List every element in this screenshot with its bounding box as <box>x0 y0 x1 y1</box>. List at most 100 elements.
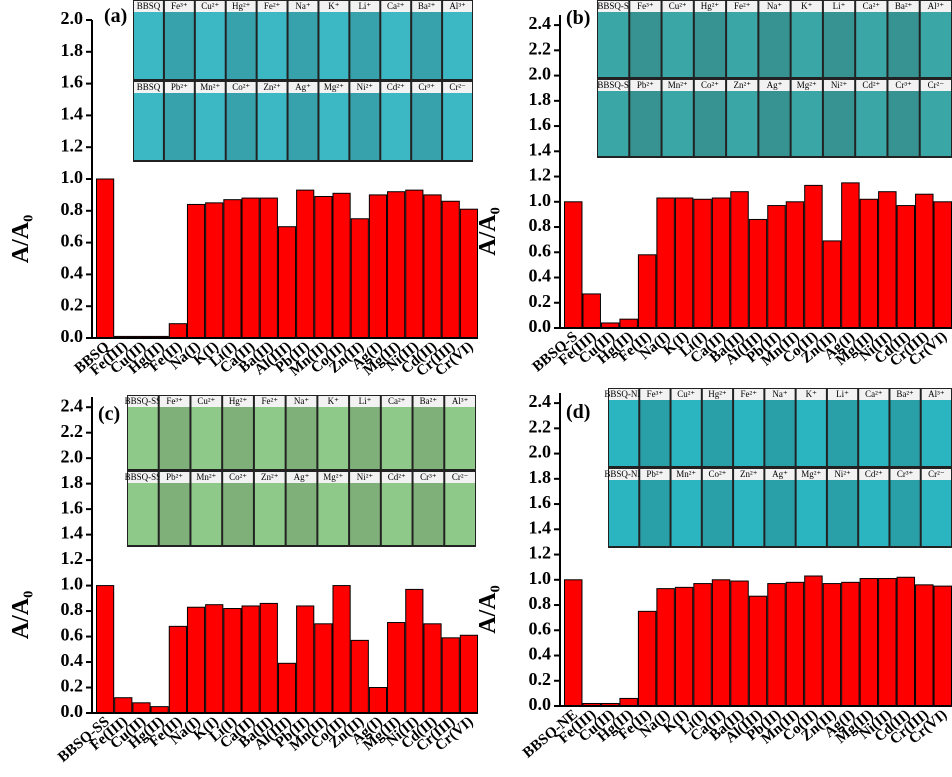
vial-cap <box>164 1 194 12</box>
vial-cap <box>128 472 158 483</box>
panel: BBSQ-SFe(III)Cu(II)Hg(II)Fe(II)Na(I)K(I)… <box>475 0 952 375</box>
bar <box>804 184 823 329</box>
panel-label: (a) <box>104 5 127 27</box>
vial-cap <box>226 82 256 93</box>
inset-label: BBSQ-SS <box>125 396 162 406</box>
inset-label: Cr³⁺ <box>420 472 437 482</box>
vial-cap <box>413 396 444 407</box>
y-tick-label: 0.8 <box>61 199 84 219</box>
panel: BBSQ-NEFe(III)Cu(II)Hg(II)Fe(II)Na(I)K(I… <box>475 388 952 761</box>
vial-cap <box>598 1 629 12</box>
inset-label: Mg²⁺ <box>324 82 344 92</box>
vial-cap <box>859 469 889 480</box>
vial-cap <box>827 389 858 400</box>
y-tick-label: 1.8 <box>529 467 552 487</box>
bar <box>730 191 749 329</box>
vial <box>128 483 158 545</box>
inset-label: Fe²⁺ <box>741 389 758 399</box>
inset-label: Ni²⁺ <box>831 80 848 90</box>
vial <box>319 93 349 160</box>
y-tick-label: 0.8 <box>529 215 552 235</box>
inset-label: Pb²⁺ <box>637 80 654 90</box>
vial <box>443 93 472 160</box>
vial <box>134 12 163 79</box>
inset-label: Na⁺ <box>767 1 782 11</box>
bar <box>859 578 879 707</box>
bar <box>711 579 731 707</box>
bar <box>878 191 897 329</box>
inset-label: Cd²⁺ <box>865 469 883 479</box>
vial-cap <box>413 472 444 483</box>
y-tick-label: 1.2 <box>529 165 552 185</box>
bar <box>804 575 823 707</box>
y-tick-label: 2.4 <box>61 395 84 415</box>
inset-label: Co²⁺ <box>701 80 719 90</box>
inset-label: Ba²⁺ <box>420 396 438 406</box>
bar <box>314 623 333 714</box>
vial-cap <box>671 389 701 400</box>
vial-cap <box>888 80 919 91</box>
bar <box>96 178 115 339</box>
vial <box>128 407 158 469</box>
vial-cap <box>257 1 287 12</box>
bar <box>350 639 369 714</box>
inset-label: Cr²⁻ <box>449 82 466 92</box>
panel: BBSQFe(III)Cu(II)Hg(II)Fe(II)Na(I)K(I)Li… <box>8 0 478 380</box>
bar <box>387 191 406 339</box>
y-tick-label: 1.0 <box>529 190 552 210</box>
vial-cap <box>759 1 790 12</box>
vial-cap <box>856 1 887 12</box>
y-tick-label: 0.4 <box>61 263 84 283</box>
bar <box>241 197 260 339</box>
vial-cap <box>791 80 822 91</box>
inset-label: Pb²⁺ <box>646 469 663 479</box>
inset-label: Cu²⁺ <box>677 389 695 399</box>
inset-label: Ag⁺ <box>294 472 310 482</box>
vial-cap <box>734 389 764 400</box>
inset-label: K⁺ <box>801 1 812 11</box>
vial-cap <box>134 1 163 12</box>
vial <box>443 12 472 79</box>
vial <box>734 480 764 546</box>
inset-label: Al³⁺ <box>449 1 466 11</box>
bar <box>368 687 388 714</box>
vial-cap <box>318 396 349 407</box>
vial <box>859 480 889 546</box>
y-tick-label: 1.4 <box>529 517 552 537</box>
vial <box>856 12 887 77</box>
vial <box>888 91 919 156</box>
vial-cap <box>630 80 661 91</box>
vial <box>823 12 855 77</box>
y-tick-label: 2.4 <box>529 391 552 411</box>
vial <box>412 12 442 79</box>
inset-label: Na⁺ <box>295 1 310 11</box>
inset-label: Cd²⁺ <box>862 80 880 90</box>
vial-cap <box>412 82 442 93</box>
inset-label: Mn²⁺ <box>676 469 696 479</box>
vial <box>412 93 442 160</box>
vial-cap <box>350 396 380 407</box>
vial <box>318 407 349 469</box>
vial-cap <box>134 82 163 93</box>
vial <box>381 12 411 79</box>
inset-label: Zn²⁺ <box>740 469 758 479</box>
y-tick-label: 2.2 <box>529 38 552 58</box>
vial <box>702 400 733 466</box>
bar <box>132 702 151 714</box>
y-tick-label: 0.8 <box>529 593 552 613</box>
vial-cap <box>702 469 733 480</box>
y-tick-label: 0.6 <box>529 618 552 638</box>
vial-cap <box>445 472 475 483</box>
bar <box>423 194 442 339</box>
vial <box>191 407 222 469</box>
y-tick-label: 1.2 <box>61 135 84 155</box>
inset-label: K⁺ <box>806 389 817 399</box>
y-tick-label: 0.4 <box>61 650 84 670</box>
vial <box>630 12 661 77</box>
bar <box>711 197 731 329</box>
y-tick-label: 2.0 <box>61 446 84 466</box>
vial-cap <box>694 80 726 91</box>
y-tick-label: 1.2 <box>61 548 84 568</box>
vial <box>195 93 225 160</box>
vial <box>350 12 380 79</box>
